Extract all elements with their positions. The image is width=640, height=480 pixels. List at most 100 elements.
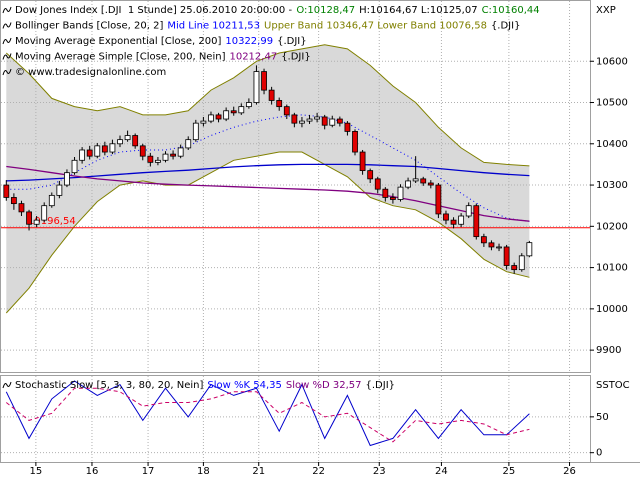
candle-body: [359, 151, 366, 172]
candle-body: [10, 197, 17, 205]
legend-text: {.DJI}: [277, 36, 307, 47]
legend-icon: [2, 6, 12, 14]
stochastic-line: [5, 387, 530, 443]
candle-body: [427, 182, 434, 186]
candle-body: [109, 143, 116, 153]
candle-body: [26, 211, 32, 225]
candle-body: [132, 135, 139, 147]
legend-text: Stochastic Slow [5, 3, 3, 80, 20, Nein]: [15, 380, 204, 391]
candle-body: [200, 120, 207, 124]
candle-body: [79, 149, 86, 161]
candle-body: [48, 194, 55, 207]
band-line: [5, 44, 530, 167]
legend-text: Slow %D 32,57: [286, 380, 362, 391]
legend-text: H:10164,67 L:10125,07: [359, 5, 477, 16]
x-tick-label: 25: [503, 466, 516, 477]
candle-body: [518, 255, 525, 271]
candle-body: [526, 242, 533, 257]
legend-text: Slow %K 54,35: [207, 380, 281, 391]
sma-line: [6, 165, 530, 222]
candle-body: [230, 110, 237, 114]
band-line: [5, 151, 530, 314]
candle-body: [162, 153, 169, 161]
candle-body: [412, 178, 419, 182]
x-tick-label: 16: [86, 466, 99, 477]
y-tick-label: 10500: [596, 98, 628, 109]
candle-body: [321, 116, 328, 126]
legend-text: C:10160,44: [482, 5, 540, 16]
candle-body: [155, 159, 161, 163]
band-fill: [6, 44, 530, 313]
candle-body: [41, 205, 48, 221]
y-tick-label: 50: [596, 412, 609, 423]
legend-icon: [2, 381, 12, 389]
x-tick-label: 15: [30, 466, 43, 477]
candle-body: [147, 155, 154, 163]
y-tick-label: 10400: [596, 139, 628, 150]
candle-body: [473, 205, 480, 238]
candle-body: [299, 120, 305, 124]
legend-text: © www.tradesignalonline.com: [15, 67, 166, 78]
candle-body: [185, 139, 192, 149]
legend-row: Moving Average Exponential [Close, 200] 1…: [15, 36, 307, 47]
candle-body: [253, 71, 260, 103]
candle-body: [503, 246, 510, 266]
candle-body: [276, 100, 283, 108]
candle-body: [170, 153, 176, 157]
candle-body: [465, 205, 472, 217]
legend-text: Moving Average Simple [Close, 200, Nein]: [15, 52, 226, 63]
candle-body: [397, 186, 404, 200]
y-tick-label: 10000: [596, 304, 628, 315]
legend-row: Stochastic Slow [5, 3, 3, 80, 20, Nein] S…: [15, 380, 395, 391]
candle-body: [390, 197, 396, 200]
candle-body: [435, 184, 442, 215]
candle-body: [192, 122, 199, 141]
candle-body: [458, 215, 465, 225]
panel-label: XXP: [596, 5, 616, 16]
candle-body: [352, 131, 358, 153]
y-tick-label: 10300: [596, 180, 628, 191]
candle-body: [94, 145, 101, 157]
legend-text: Moving Average Exponential [Close, 200]: [15, 36, 221, 47]
candle-body: [382, 188, 389, 198]
candle-body: [261, 71, 267, 91]
legend-row: © www.tradesignalonline.com: [15, 67, 166, 78]
candle-body: [443, 213, 449, 221]
candle-body: [344, 122, 351, 132]
candle-body: [329, 118, 336, 126]
panel-label: SSTOC: [596, 380, 630, 391]
candle-body: [314, 116, 321, 120]
legend-text: {.DJI}: [491, 21, 521, 32]
legend-text: Dow Jones Index [.DJI 1 Stunde] 25.06.20…: [15, 5, 292, 16]
candle-body: [117, 139, 123, 145]
x-tick-label: 26: [563, 466, 576, 477]
candle-body: [405, 180, 411, 188]
stochastic-line: [5, 380, 530, 447]
candle-body: [374, 178, 381, 190]
candle-body: [450, 219, 457, 225]
candle-body: [291, 114, 298, 124]
candle-body: [215, 114, 222, 120]
legend-icon: [2, 37, 12, 45]
x-tick-label: 22: [312, 466, 325, 477]
x-tick-label: 18: [197, 466, 210, 477]
legend-text: 10212,47: [229, 52, 277, 63]
ema-line: [6, 163, 530, 182]
legend-text: {.DJI}: [366, 380, 396, 391]
legend-row: Dow Jones Index [.DJI 1 Stunde] 25.06.20…: [15, 5, 540, 16]
candle-body: [124, 135, 131, 141]
legend-icon: [2, 53, 12, 60]
candle-body: [139, 145, 146, 157]
candle-body: [496, 246, 502, 249]
candle-body: [18, 203, 25, 213]
stochastic-panel: [0, 375, 591, 463]
legend-icon: [2, 22, 12, 29]
candle-body: [283, 106, 290, 116]
candle-body: [177, 147, 184, 157]
candle-body: [64, 172, 70, 186]
candle-body: [306, 118, 313, 122]
y-tick-label: 0: [596, 448, 602, 459]
reference-label: 10196,54: [28, 216, 76, 227]
candle-body: [238, 106, 245, 114]
x-tick-label: 23: [373, 466, 386, 477]
